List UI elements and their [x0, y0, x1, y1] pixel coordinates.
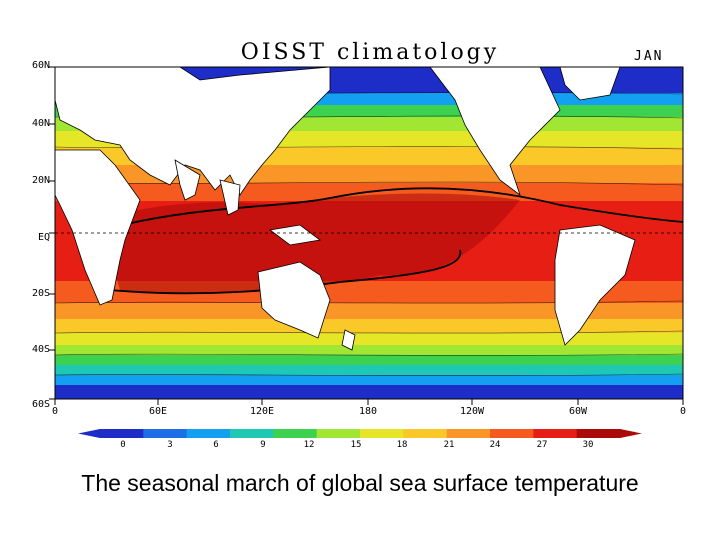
- month-label: JAN: [634, 49, 664, 64]
- north-america: [429, 67, 561, 197]
- colorbar-segment: [490, 429, 534, 438]
- colorbar-segment: [100, 429, 144, 438]
- colorbar-segment: [273, 429, 318, 438]
- band-12-south: [55, 355, 683, 365]
- colorbar-segment: [403, 429, 448, 438]
- lat-label-20s: 20S: [31, 288, 50, 299]
- india: [219, 179, 241, 216]
- lon-label-0: 0: [51, 406, 59, 417]
- colorbar-tick-30: 30: [582, 440, 594, 450]
- lat-label-60s: 60S: [31, 399, 50, 410]
- colorbar-tick-18: 18: [396, 440, 408, 450]
- map-ticks: [49, 66, 684, 405]
- isotherm-28-south: [109, 249, 462, 295]
- band-18-south: [55, 333, 683, 345]
- lon-label-0-east: 0: [679, 406, 687, 417]
- colorbar-tick-0: 0: [120, 440, 126, 450]
- lat-label-40s: 40S: [31, 344, 50, 355]
- colorbar-tick-6: 6: [213, 440, 219, 450]
- colorbar-segment: [360, 429, 404, 438]
- band-9-south: [55, 365, 683, 375]
- caption: The seasonal march of global sea surface…: [81, 470, 639, 496]
- warm-pool: [100, 193, 520, 295]
- lat-label-20n: 20N: [31, 175, 50, 186]
- lat-label-40n: 40N: [31, 118, 50, 129]
- band-15-south: [55, 345, 683, 355]
- land-masses: [55, 67, 636, 351]
- band-24-south: [55, 303, 683, 319]
- greenland: [559, 67, 621, 101]
- lon-label-120e: 120E: [249, 406, 275, 417]
- lon-label-60w: 60W: [568, 406, 588, 417]
- australia: [257, 261, 331, 339]
- lon-label-60e: 60E: [148, 406, 168, 417]
- africa: [55, 149, 141, 306]
- colorbar: [78, 429, 642, 438]
- lon-label-120w: 120W: [459, 406, 485, 417]
- band-21-south: [55, 319, 683, 333]
- colorbar-segment: [316, 429, 361, 438]
- colorbar-tick-21: 21: [443, 440, 455, 450]
- arabia: [174, 159, 201, 201]
- colorbar-segment: [576, 429, 621, 438]
- colorbar-arrow-right: [620, 429, 642, 438]
- colorbar-tick-24: 24: [489, 440, 501, 450]
- colorbar-tick-15: 15: [350, 440, 362, 450]
- colorbar-arrow-left: [78, 429, 100, 438]
- maritime-continent: [269, 224, 321, 246]
- colorbar-tick-9: 9: [260, 440, 266, 450]
- map-title: OISST climatology: [240, 40, 500, 65]
- colorbar-segment: [533, 429, 578, 438]
- new-zealand: [341, 329, 356, 351]
- colorbar-tick-12: 12: [303, 440, 315, 450]
- lat-label-eq: EQ: [37, 232, 50, 243]
- colorbar-segment: [230, 429, 274, 438]
- colorbar-segment: [143, 429, 188, 438]
- colorbar-tick-27: 27: [536, 440, 548, 450]
- band-6-south: [55, 375, 683, 385]
- band-0-south: [55, 385, 683, 399]
- colorbar-segment: [446, 429, 491, 438]
- south-america: [554, 224, 636, 346]
- lon-label-180: 180: [358, 406, 378, 417]
- colorbar-segment: [186, 429, 231, 438]
- colorbar-tick-3: 3: [167, 440, 173, 450]
- eurasia: [55, 67, 331, 196]
- lat-label-60n: 60N: [31, 60, 50, 71]
